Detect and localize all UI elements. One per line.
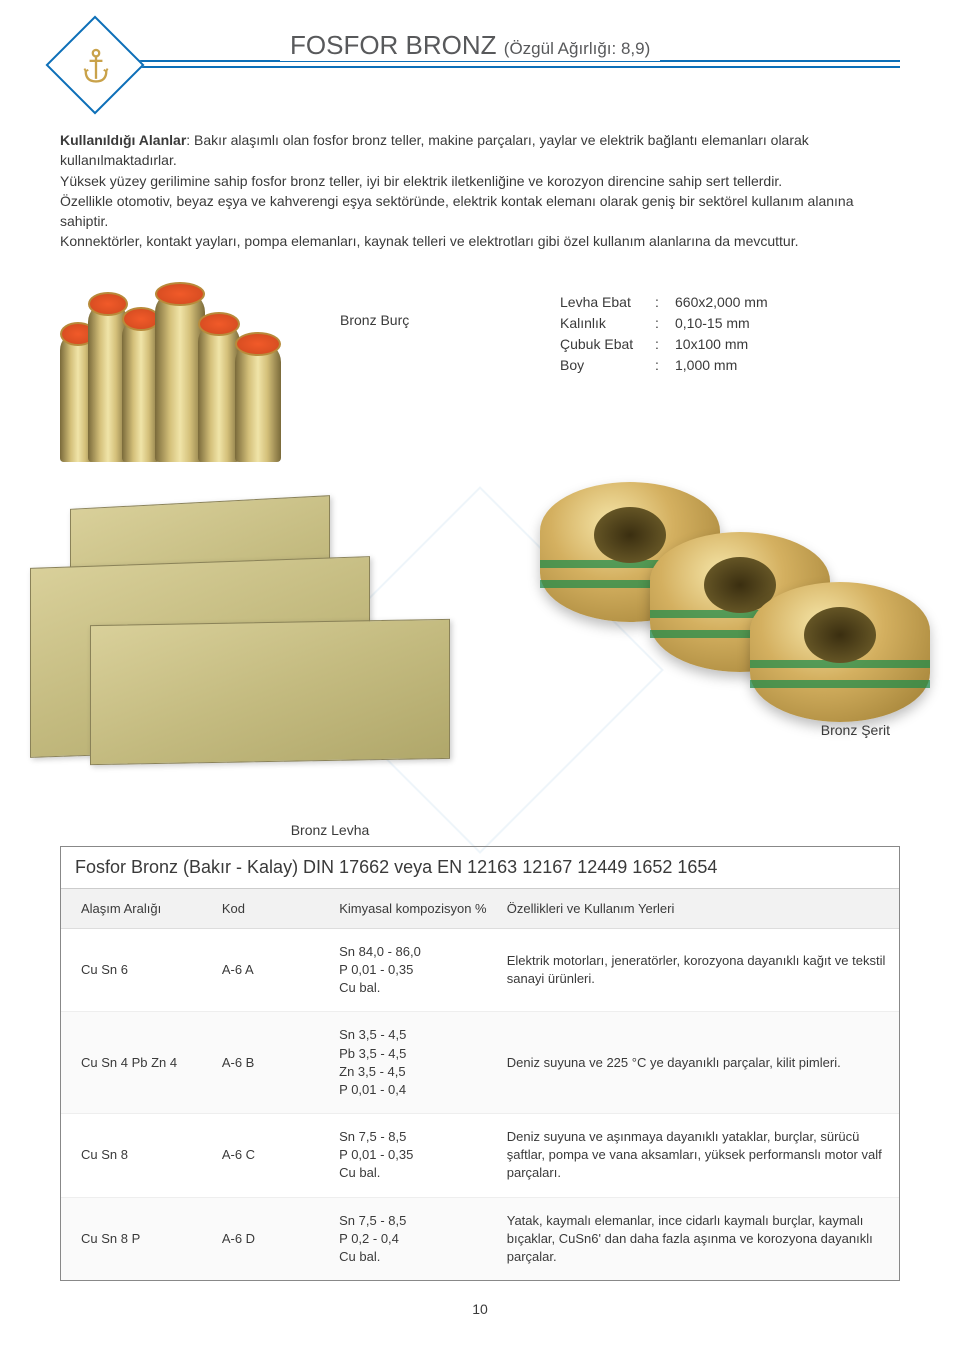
products-area: Bronz Burç Levha Ebat : 660x2,000 mm Kal… (60, 282, 900, 802)
table-title: Fosfor Bronz (Bakır - Kalay) DIN 17662 v… (61, 847, 899, 889)
cell-usage: Deniz suyuna ve 225 °C ye dayanıklı parç… (497, 1012, 899, 1114)
table-header-row: Alaşım Aralığı Kod Kimyasal kompozisyon … (61, 889, 899, 929)
cell-composition: Sn 84,0 - 86,0 P 0,01 - 0,35 Cu bal. (329, 928, 497, 1012)
col-header: Kod (212, 889, 329, 929)
label-bronz-burc: Bronz Burç (340, 312, 409, 328)
intro-paragraph: Kullanıldığı Alanlar: Bakır alaşımlı ola… (60, 130, 900, 252)
cell-code: A-6 B (212, 1012, 329, 1114)
table-row: Cu Sn 8A-6 CSn 7,5 - 8,5 P 0,01 - 0,35 C… (61, 1114, 899, 1198)
cell-composition: Sn 7,5 - 8,5 P 0,01 - 0,35 Cu bal. (329, 1114, 497, 1198)
intro-label: Kullanıldığı Alanlar (60, 132, 186, 148)
spec-row: Levha Ebat : 660x2,000 mm (560, 292, 768, 313)
spec-value: 660x2,000 mm (675, 292, 768, 313)
spec-value: 10x100 mm (675, 334, 748, 355)
title-main: FOSFOR BRONZ (290, 30, 497, 60)
cell-alloy: Cu Sn 8 P (61, 1197, 212, 1280)
col-header: Özellikleri ve Kullanım Yerleri (497, 889, 899, 929)
specs-list: Levha Ebat : 660x2,000 mm Kalınlık : 0,1… (560, 292, 768, 376)
alloy-table-wrapper: Fosfor Bronz (Bakır - Kalay) DIN 17662 v… (60, 846, 900, 1281)
cell-code: A-6 D (212, 1197, 329, 1280)
title-sub: (Özgül Ağırlığı: 8,9) (504, 39, 650, 58)
header-rule-lines (60, 60, 900, 70)
page-number: 10 (60, 1301, 900, 1317)
table-row: Cu Sn 4 Pb Zn 4A-6 BSn 3,5 - 4,5 Pb 3,5 … (61, 1012, 899, 1114)
cell-composition: Sn 3,5 - 4,5 Pb 3,5 - 4,5 Zn 3,5 - 4,5 P… (329, 1012, 497, 1114)
anchor-icon (80, 48, 112, 84)
table-row: Cu Sn 8 PA-6 DSn 7,5 - 8,5 P 0,2 - 0,4 C… (61, 1197, 899, 1280)
cell-usage: Deniz suyuna ve aşınmaya dayanıklı yatak… (497, 1114, 899, 1198)
header: FOSFOR BRONZ (Özgül Ağırlığı: 8,9) (60, 30, 900, 90)
spec-row: Boy : 1,000 mm (560, 355, 768, 376)
cell-code: A-6 C (212, 1114, 329, 1198)
col-header: Alaşım Aralığı (61, 889, 212, 929)
cell-usage: Elektrik motorları, jeneratörler, korozy… (497, 928, 899, 1012)
spec-row: Çubuk Ebat : 10x100 mm (560, 334, 768, 355)
col-header: Kimyasal kompozisyon % (329, 889, 497, 929)
bronze-coils-image (510, 482, 930, 742)
cell-alloy: Cu Sn 6 (61, 928, 212, 1012)
spec-label: Çubuk Ebat (560, 334, 655, 355)
table-row: Cu Sn 6A-6 ASn 84,0 - 86,0 P 0,01 - 0,35… (61, 928, 899, 1012)
bronze-rods-image (60, 272, 290, 462)
spec-label: Kalınlık (560, 313, 655, 334)
cell-alloy: Cu Sn 4 Pb Zn 4 (61, 1012, 212, 1114)
spec-row: Kalınlık : 0,10-15 mm (560, 313, 768, 334)
intro-text: : Bakır alaşımlı olan fosfor bronz telle… (60, 132, 853, 249)
cell-usage: Yatak, kaymalı elemanlar, ince cidarlı k… (497, 1197, 899, 1280)
bronze-sheets-image (30, 502, 450, 762)
spec-value: 1,000 mm (675, 355, 737, 376)
cell-alloy: Cu Sn 8 (61, 1114, 212, 1198)
spec-label: Boy (560, 355, 655, 376)
spec-label: Levha Ebat (560, 292, 655, 313)
label-bronz-serit: Bronz Şerit (821, 722, 890, 738)
spec-value: 0,10-15 mm (675, 313, 750, 334)
alloy-table: Alaşım Aralığı Kod Kimyasal kompozisyon … (61, 889, 899, 1280)
cell-composition: Sn 7,5 - 8,5 P 0,2 - 0,4 Cu bal. (329, 1197, 497, 1280)
label-bronz-levha: Bronz Levha (180, 822, 480, 838)
cell-code: A-6 A (212, 928, 329, 1012)
page-title: FOSFOR BRONZ (Özgül Ağırlığı: 8,9) (280, 30, 660, 61)
